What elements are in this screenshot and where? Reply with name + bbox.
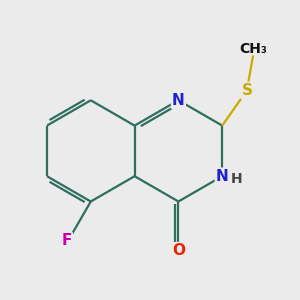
Text: N: N <box>216 169 229 184</box>
Text: S: S <box>242 83 252 98</box>
Text: CH₃: CH₃ <box>240 42 268 56</box>
Text: N: N <box>172 93 185 108</box>
Text: O: O <box>172 243 185 258</box>
Text: H: H <box>231 172 242 186</box>
Text: F: F <box>61 233 72 248</box>
